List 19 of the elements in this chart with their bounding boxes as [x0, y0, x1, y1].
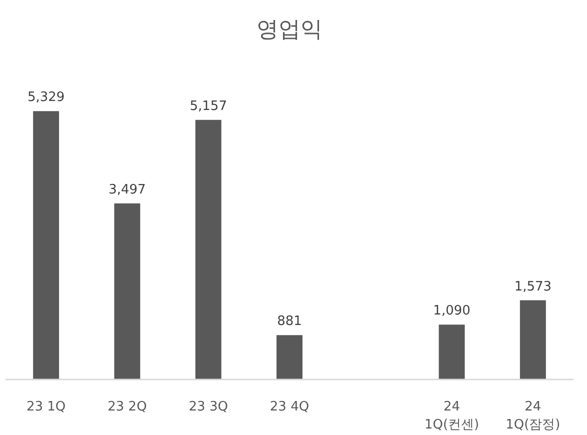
x-tick-label: 23 3Q [188, 400, 228, 414]
data-label: 3,497 [108, 182, 146, 198]
bar [438, 324, 465, 380]
x-tick-label: 23 2Q [108, 400, 147, 414]
data-label: 1,090 [433, 304, 470, 319]
x-tick-label: 23 4Q [270, 400, 310, 414]
data-label: 881 [277, 314, 302, 330]
bar [195, 120, 222, 380]
data-label: 1,573 [514, 279, 552, 294]
bar [33, 111, 60, 380]
data-label: 5,329 [27, 90, 65, 106]
chart-title: 영업익 [256, 18, 322, 42]
x-tick-label: 24 1Q(잠정) [506, 400, 560, 432]
x-tick-label: 24 1Q(컨센) [424, 400, 480, 432]
x-tick-label: 23 1Q [26, 400, 66, 414]
bar [114, 203, 140, 380]
bar [520, 300, 546, 380]
data-label: 5,157 [190, 98, 227, 114]
bar [276, 335, 302, 380]
